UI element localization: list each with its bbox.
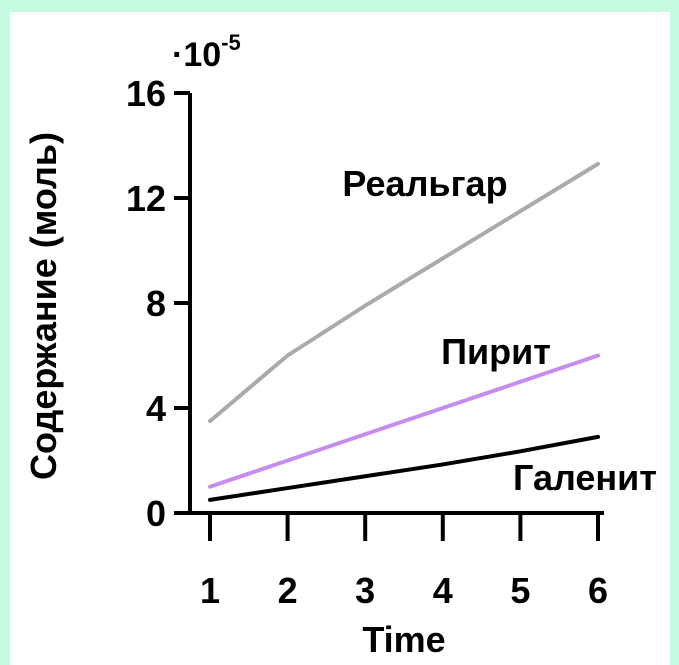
series-line-1 [208,353,600,489]
x-tick-label: 4 [433,570,453,611]
series-label-0: Реальгар [342,163,507,204]
x-tick-label: 2 [278,570,298,611]
x-tick-label: 6 [588,570,608,611]
series-label-1: Пирит [441,331,551,372]
x-ticks: 1 2 3 4 5 6 [200,513,608,611]
y-multiplier-exponent: -5 [221,30,241,55]
y-multiplier-label: ·10-5 [172,30,241,74]
y-multiplier-base: ·10 [172,36,221,74]
y-tick-label: 16 [126,73,166,114]
x-tick-label: 3 [355,570,375,611]
series-line-2 [208,434,600,502]
axes [188,93,604,515]
y-tick-label: 4 [146,388,166,429]
y-tick-label: 12 [126,178,166,219]
y-tick-label: 8 [146,283,166,324]
series-labels: Реальгар Пирит Галенит [342,163,657,498]
series-line-0 [208,161,600,424]
y-tick-label: 0 [146,493,166,534]
y-ticks: 0 4 8 12 16 [126,73,190,534]
series-label-2: Галенит [513,457,657,498]
x-tick-label: 1 [200,570,220,611]
chart-frame [10,12,670,665]
series-lines [208,161,600,502]
y-axis-title: Содержание (моль) [23,132,64,480]
x-axis-title: Time [362,619,445,660]
x-tick-label: 5 [510,570,530,611]
